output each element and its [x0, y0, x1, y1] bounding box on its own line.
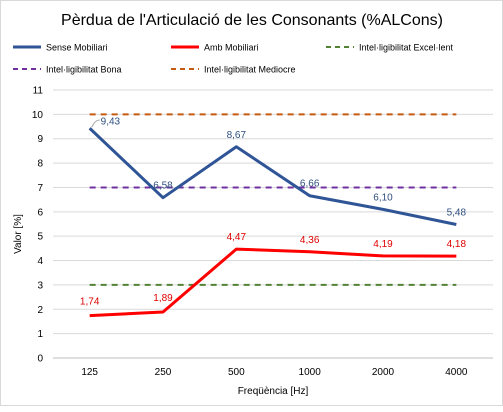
y-tick-label: 0 — [37, 354, 43, 365]
x-tick-label: 1000 — [299, 367, 322, 378]
y-tick-label: 3 — [37, 280, 43, 291]
x-tick-label: 4000 — [445, 367, 468, 378]
data-label: 5,48 — [447, 207, 467, 218]
legend-label: Intel·ligibilitat Mediocre — [204, 65, 296, 75]
legend-item: Intel·ligibilitat Bona — [13, 65, 122, 75]
data-label: 1,89 — [153, 293, 173, 304]
y-tick-labels: 0 1 2 3 4 5 6 7 8 9 10 11 — [32, 86, 44, 365]
data-label-leader — [91, 119, 100, 128]
y-tick-label: 2 — [37, 305, 43, 316]
data-label: 6,10 — [373, 192, 393, 203]
legend-label: Intel·ligibilitat Excel·lent — [359, 43, 454, 53]
data-label: 4,19 — [373, 239, 393, 250]
y-tick-label: 10 — [32, 110, 44, 121]
legend-item: Amb Mobiliari — [171, 43, 259, 53]
y-tick-label: 7 — [37, 183, 43, 194]
grid — [53, 89, 493, 359]
legend-item: Sense Mobiliari — [13, 43, 108, 53]
series-lines — [88, 113, 457, 318]
legend: Sense Mobiliari Amb Mobiliari Intel·ligibi… — [13, 43, 454, 75]
data-label: 4,36 — [300, 235, 320, 246]
data-label: 6,66 — [300, 179, 320, 190]
y-tick-label: 1 — [37, 329, 43, 340]
legend-label: Intel·ligibilitat Bona — [46, 65, 122, 75]
y-tick-label: 4 — [37, 256, 43, 267]
y-axis-label: Valor [%] — [13, 214, 24, 254]
x-tick-label: 500 — [228, 367, 245, 378]
x-tick-label: 2000 — [372, 367, 395, 378]
series-line-0 — [88, 127, 457, 226]
data-label: 6,58 — [153, 181, 173, 192]
y-tick-label: 11 — [33, 86, 44, 97]
legend-item: Intel·ligibilitat Excel·lent — [326, 43, 454, 53]
legend-label: Amb Mobiliari — [204, 43, 259, 53]
data-label: 9,43 — [101, 116, 121, 127]
y-tick-label: 8 — [37, 159, 43, 170]
x-axis-label: Freqüència [Hz] — [238, 386, 309, 397]
y-tick-label: 6 — [37, 207, 43, 218]
chart-title: Pèrdua de l'Articulació de les Consonant… — [61, 12, 443, 29]
data-label: 8,67 — [227, 130, 247, 141]
data-labels: 9,43 6,58 8,67 6,66 6,10 5,48 1,74 1,89 4,47 4,36… — [80, 116, 467, 307]
x-tick-label: 125 — [81, 367, 98, 378]
data-label: 1,74 — [80, 297, 100, 308]
x-tick-labels: 125 250 500 1000 2000 4000 — [81, 367, 468, 378]
y-tick-label: 5 — [37, 232, 43, 243]
series-line-1 — [89, 247, 457, 318]
data-label: 4,47 — [227, 232, 247, 243]
y-tick-label: 9 — [37, 134, 43, 145]
x-tick-label: 250 — [155, 367, 172, 378]
legend-item: Intel·ligibilitat Mediocre — [171, 65, 296, 75]
data-label: 4,18 — [447, 239, 467, 250]
legend-label: Sense Mobiliari — [46, 43, 108, 53]
